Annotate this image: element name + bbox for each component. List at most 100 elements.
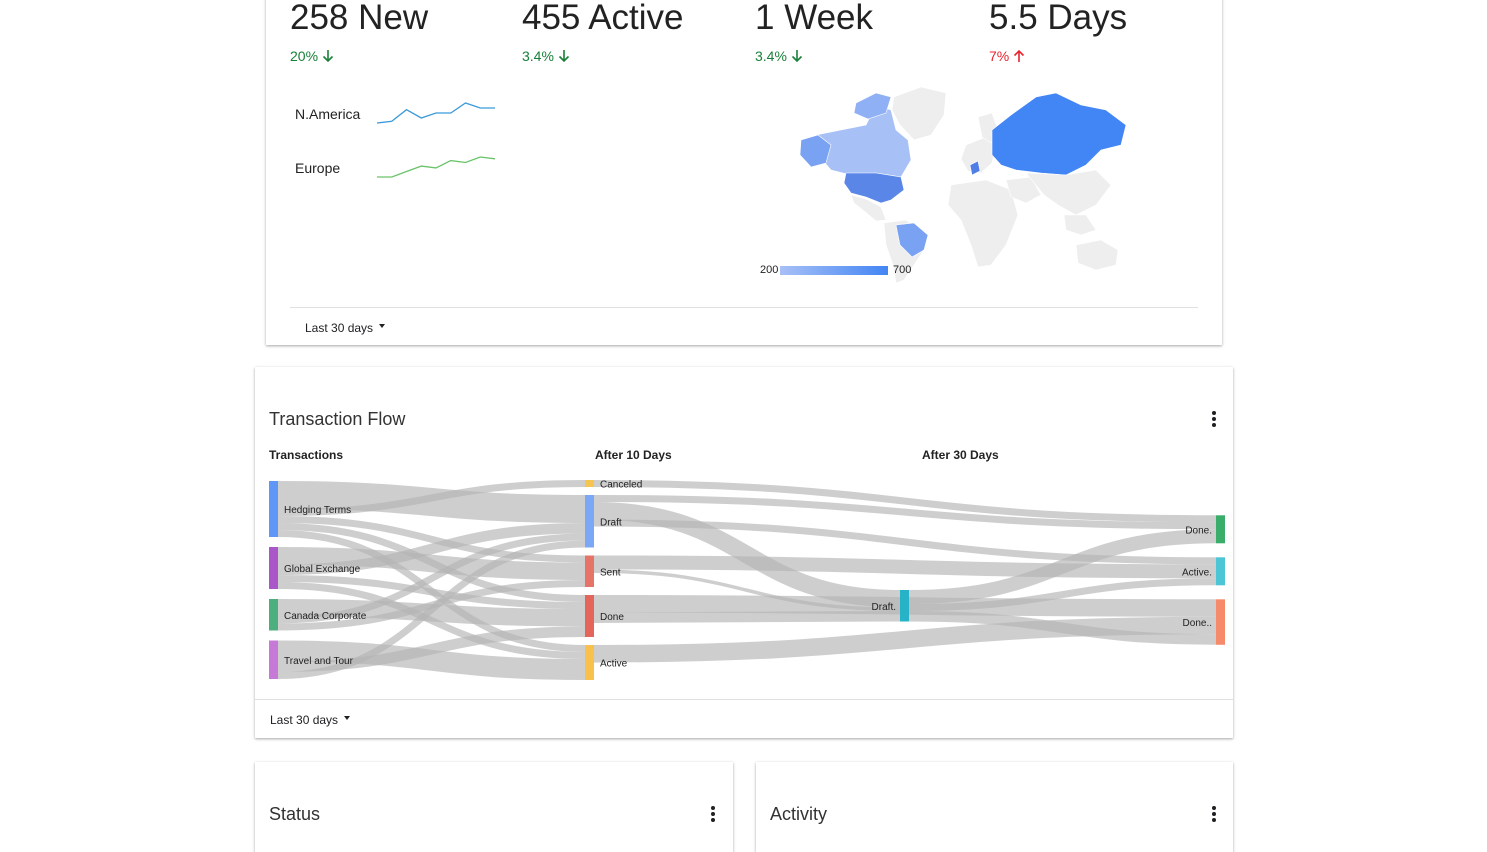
sankey-link[interactable] bbox=[277, 626, 586, 672]
map-legend-max: 700 bbox=[893, 264, 912, 276]
kpi-delta: 3.4% bbox=[522, 48, 570, 64]
usa-region[interactable] bbox=[843, 172, 905, 204]
sankey-node-label: Global Exchange bbox=[284, 564, 361, 575]
africa-region[interactable] bbox=[947, 179, 1019, 268]
flow-divider bbox=[255, 699, 1233, 700]
kpi-delta: 7% bbox=[989, 48, 1025, 64]
sankey-link[interactable] bbox=[908, 529, 1217, 604]
arrow-down-icon bbox=[322, 50, 334, 63]
activity-card: Activity bbox=[756, 762, 1233, 852]
sankey-node-active1[interactable] bbox=[585, 645, 594, 680]
sparkline-path bbox=[377, 102, 495, 124]
column-head-after-10: After 10 Days bbox=[595, 448, 672, 462]
world-map bbox=[799, 86, 1126, 284]
sankey-node-done1[interactable] bbox=[585, 595, 594, 637]
sankey-link[interactable] bbox=[593, 616, 1217, 663]
sankey-node-done3b[interactable] bbox=[1216, 599, 1225, 645]
sankey-link[interactable] bbox=[277, 640, 586, 680]
sankey-node-label: Draft. bbox=[872, 602, 896, 613]
sankey-chart: Hedging Terms Global Exchange Canada Corpo… bbox=[269, 480, 1225, 680]
sankey-node-travel[interactable] bbox=[269, 640, 278, 680]
card-title: Activity bbox=[770, 804, 828, 824]
sankey-node-label: Canceled bbox=[600, 480, 642, 491]
sankey-link[interactable] bbox=[277, 575, 586, 609]
australia-region[interactable] bbox=[1075, 239, 1119, 271]
sankey-link[interactable] bbox=[277, 523, 586, 575]
sankey-link[interactable] bbox=[593, 502, 901, 608]
sparkline-path bbox=[377, 156, 495, 178]
flow-range-label: Last 30 days bbox=[270, 713, 339, 727]
greenland-region[interactable] bbox=[891, 86, 947, 141]
middle-east-region[interactable] bbox=[1005, 176, 1042, 204]
sankey-node-draft2[interactable] bbox=[900, 590, 909, 622]
kpi-delta: 20% bbox=[290, 48, 334, 64]
sankey-link[interactable] bbox=[908, 578, 1217, 611]
caret-down-icon bbox=[344, 716, 351, 720]
kpi-delta-value: 3.4% bbox=[522, 48, 554, 64]
sankey-link[interactable] bbox=[277, 481, 586, 523]
sankey-node-global[interactable] bbox=[269, 547, 278, 589]
sankey-node-label: Active. bbox=[1182, 567, 1212, 578]
kpi-value: 5.5 Days bbox=[989, 0, 1128, 37]
flow-range-select[interactable]: Last 30 days bbox=[270, 713, 351, 727]
sankey-node-done3[interactable] bbox=[1216, 515, 1225, 544]
kpi-range-label: Last 30 days bbox=[305, 321, 374, 335]
region-europe-label: Europe bbox=[295, 160, 341, 176]
kpi-delta-value: 7% bbox=[989, 48, 1010, 64]
n-america-sparkline bbox=[377, 102, 495, 124]
sankey-link[interactable] bbox=[277, 540, 586, 679]
map-legend-min: 200 bbox=[760, 264, 779, 276]
sankey-link[interactable] bbox=[277, 516, 586, 563]
sankey-node-label: Sent bbox=[600, 567, 621, 578]
sankey-node-label: Draft bbox=[600, 517, 622, 528]
column-head-after-30: After 30 Days bbox=[922, 448, 999, 462]
europe-sparkline bbox=[377, 156, 495, 178]
more-vert-icon[interactable] bbox=[1202, 407, 1226, 431]
card-title: Transaction Flow bbox=[269, 409, 406, 429]
more-vert-icon[interactable] bbox=[701, 802, 725, 826]
sankey-node-label: Canada Corporate bbox=[284, 611, 367, 622]
kpi-value: 455 Active bbox=[522, 0, 684, 37]
more-vert-icon[interactable] bbox=[1202, 802, 1226, 826]
arrow-down-icon bbox=[558, 50, 569, 63]
sankey-link[interactable] bbox=[593, 495, 1217, 530]
sankey-node-draft[interactable] bbox=[585, 495, 594, 548]
sankey-node-canceled[interactable] bbox=[585, 480, 594, 487]
sankey-node-label: Done.. bbox=[1183, 618, 1212, 629]
sankey-link[interactable] bbox=[593, 480, 1217, 523]
kpi-divider bbox=[290, 307, 1198, 308]
mexico-region[interactable] bbox=[850, 194, 887, 222]
arctic-islands-region[interactable] bbox=[853, 92, 892, 120]
sankey-link[interactable] bbox=[277, 547, 586, 580]
map-legend-gradient bbox=[780, 266, 888, 275]
sankey-node-label: Hedging Terms bbox=[284, 505, 351, 516]
sankey-link[interactable] bbox=[593, 611, 901, 623]
status-card: Status bbox=[255, 762, 733, 852]
kpi-value: 258 New bbox=[290, 0, 429, 37]
russia-region[interactable] bbox=[991, 92, 1126, 176]
sankey-node-label: Active bbox=[600, 659, 628, 670]
kpi-range-select[interactable]: Last 30 days bbox=[305, 321, 386, 335]
kpi-delta-value: 20% bbox=[290, 48, 319, 64]
canada-region[interactable] bbox=[815, 104, 912, 178]
brazil-region[interactable] bbox=[895, 222, 929, 258]
sankey-node-canada[interactable] bbox=[269, 599, 278, 631]
se-asia-region[interactable] bbox=[1063, 214, 1097, 236]
sankey-node-label: Travel and Tour bbox=[284, 656, 354, 667]
kpi-delta-value: 3.4% bbox=[755, 48, 787, 64]
kpi-card: 258 New 20% 455 Active 3.4% 1 Week 3.4% … bbox=[266, 0, 1222, 345]
sankey-link[interactable] bbox=[593, 555, 1217, 579]
sankey-link[interactable] bbox=[277, 533, 586, 624]
sankey-link[interactable] bbox=[277, 480, 586, 516]
sankey-node-hedging[interactable] bbox=[269, 481, 278, 537]
sankey-node-label: Done. bbox=[1185, 525, 1212, 536]
alaska-region[interactable] bbox=[799, 134, 832, 168]
caret-down-icon bbox=[379, 324, 386, 328]
sankey-link[interactable] bbox=[908, 611, 1217, 645]
sankey-node-active3[interactable] bbox=[1216, 557, 1225, 586]
sankey-node-sent[interactable] bbox=[585, 555, 594, 588]
arrow-up-icon bbox=[1014, 49, 1025, 62]
asia-region[interactable] bbox=[1025, 169, 1112, 216]
eastern-europe-region[interactable] bbox=[969, 160, 981, 176]
kpi-delta: 3.4% bbox=[755, 48, 803, 64]
